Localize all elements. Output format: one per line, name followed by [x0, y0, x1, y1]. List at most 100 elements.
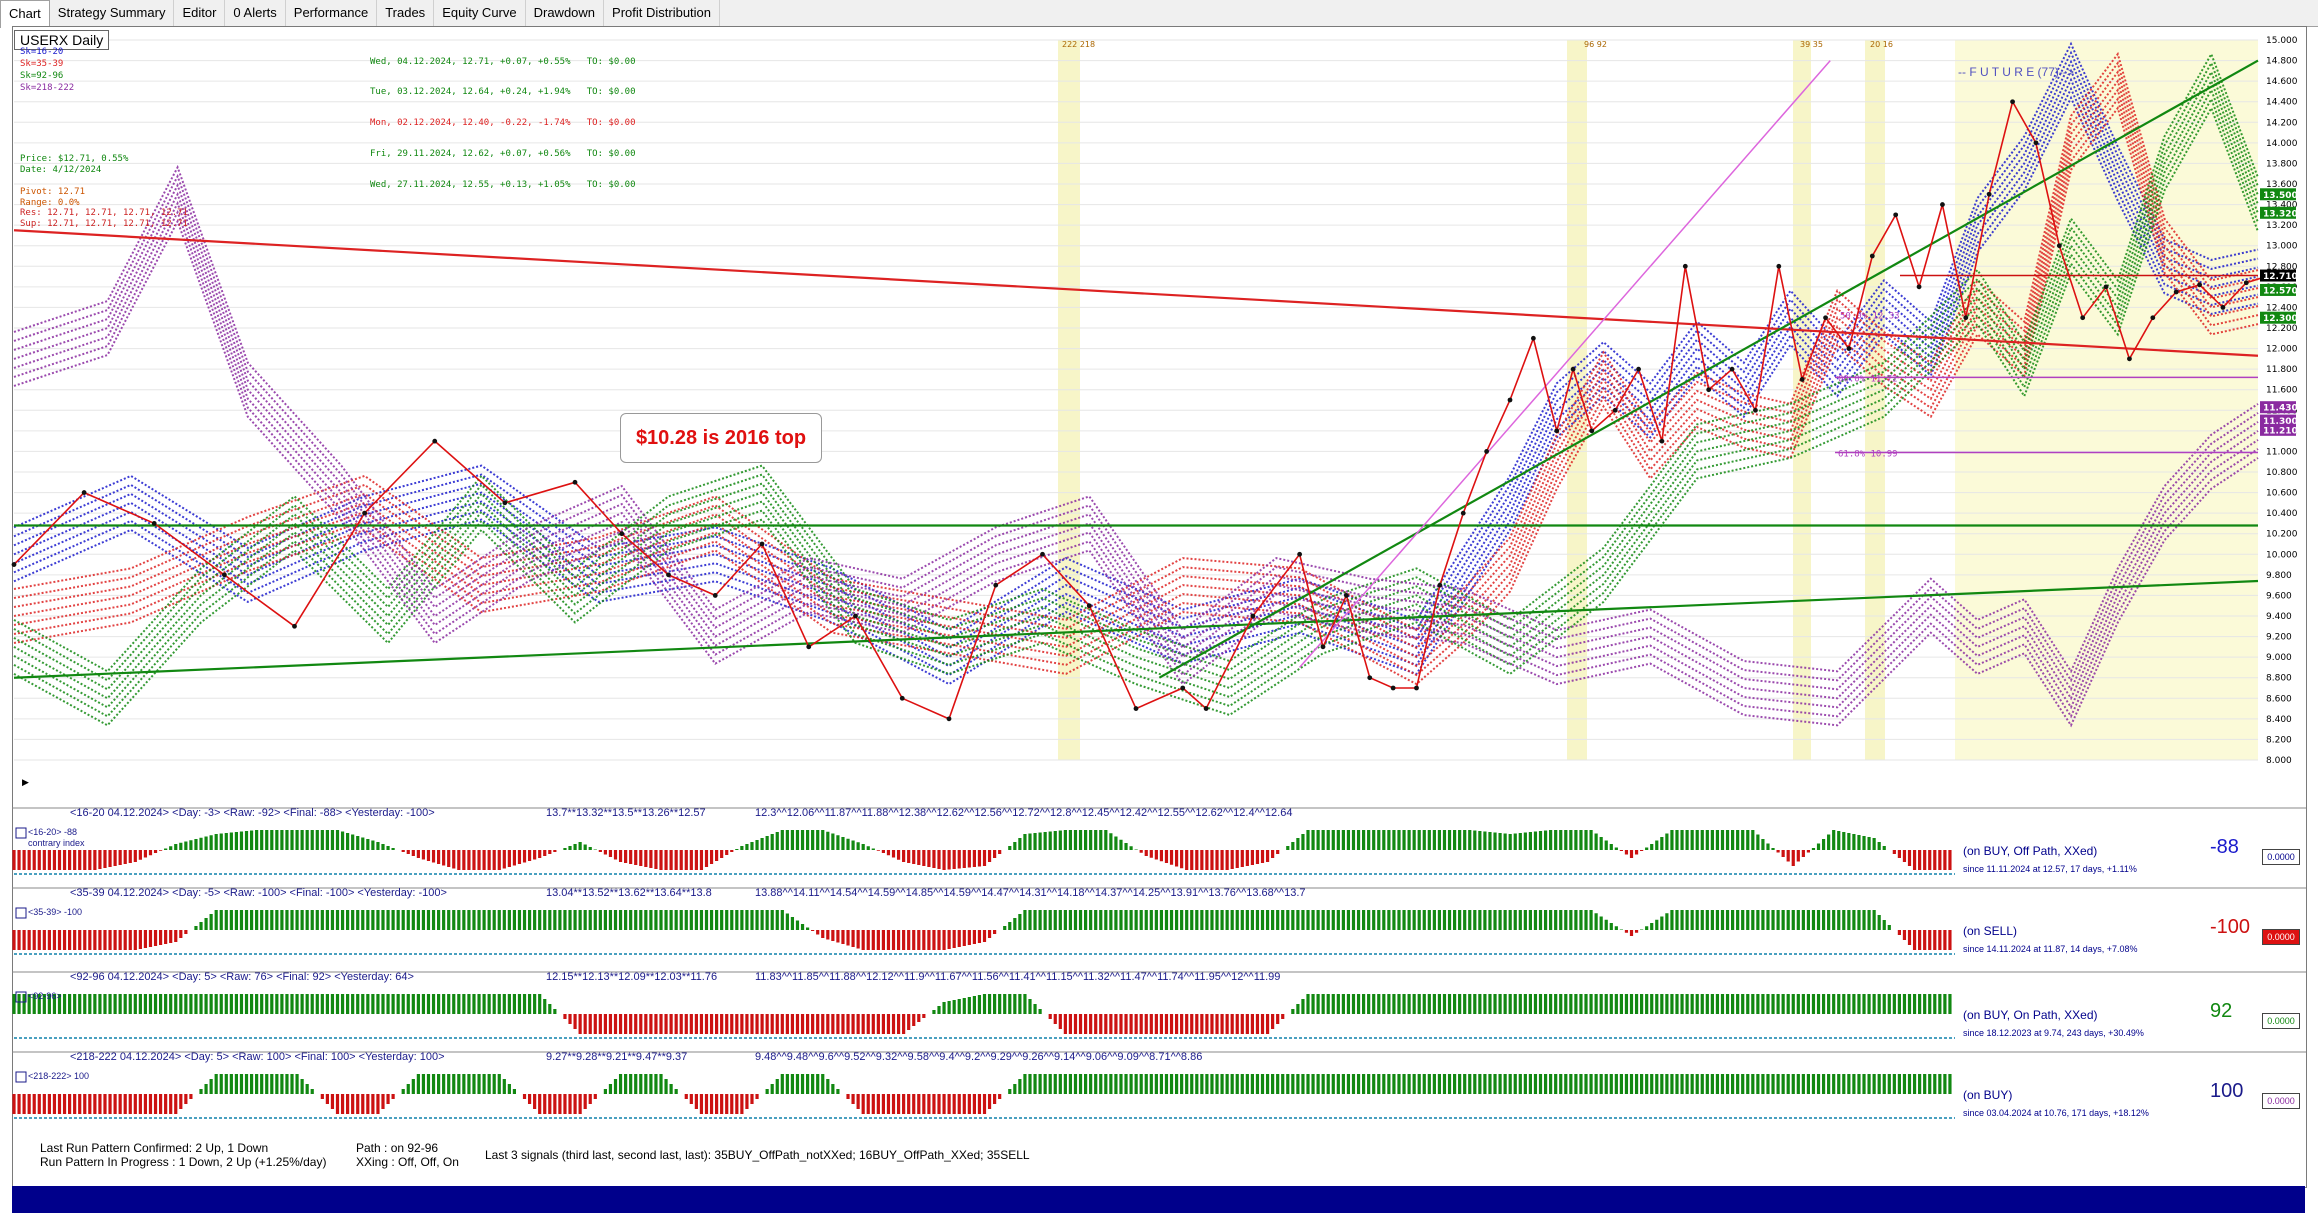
pivot-value: Pivot: 12.71: [20, 187, 86, 197]
y-tick-label: 10.600: [2266, 489, 2298, 499]
price-point: [1437, 582, 1443, 588]
price-point: [993, 582, 999, 588]
price-point: [432, 438, 438, 444]
legend-item-218-222: Sk=218-222: [20, 83, 75, 93]
price-point: [2197, 282, 2202, 288]
panel-sequence-1: 9.27**9.28**9.21**9.47**9.37: [546, 1051, 688, 1063]
y-tick-label: 13.200: [2266, 221, 2298, 231]
y-tick-label: 8.600: [2266, 694, 2292, 704]
y-tick-label: 9.800: [2266, 571, 2292, 581]
price-point: [292, 623, 297, 629]
price-point: [151, 521, 157, 526]
highlight-column: [1865, 40, 1885, 760]
signal-status: (on BUY): [1963, 1088, 2013, 1102]
price-point: [1589, 428, 1595, 434]
tab-performance[interactable]: Performance: [286, 0, 378, 26]
price-point: [1460, 510, 1466, 516]
panel-toggle: [15, 827, 27, 839]
price-point: [666, 572, 671, 578]
signal-score: -88: [2210, 836, 2239, 858]
y-tick-label: 10.800: [2266, 468, 2298, 478]
fib-label: 50.0% 12.33: [1840, 312, 1900, 322]
y-tick-label: 11.600: [2266, 386, 2298, 396]
path-info: Path : on 92-96: [356, 1141, 439, 1155]
y-tick-label: 13.000: [2266, 242, 2298, 252]
y-tick-label: 8.800: [2266, 674, 2292, 684]
band-line-Sk=218-222: [13, 164, 2259, 674]
y-tick-label: 11.000: [2266, 447, 2298, 457]
highlight-column: [1793, 40, 1811, 760]
panel-label: <16-20> -88: [28, 827, 78, 837]
y-tick-label: 12.200: [2266, 324, 2298, 334]
y-tick-label: 11.800: [2266, 365, 2298, 375]
price-point: [1484, 449, 1490, 454]
tab-equity-curve[interactable]: Equity Curve: [434, 0, 526, 26]
panel-toggle: [15, 907, 27, 919]
price-point: [1682, 263, 1688, 269]
signal-status: (on SELL): [1963, 924, 2018, 938]
right-value-label: 13.500: [2263, 191, 2298, 201]
quote-row: Fri, 29.11.2024, 12.62, +0.07, +0.56% TO…: [370, 149, 636, 160]
right-value-label: 13.320: [2263, 209, 2298, 219]
tab-alerts[interactable]: 0 Alerts: [225, 0, 286, 26]
price-point: [1040, 551, 1045, 557]
price-point: [1320, 644, 1326, 650]
support-values: Sup: 12.71, 12.71, 12.71, 12.71: [20, 218, 188, 229]
band-line-Sk=16-20: [13, 77, 2259, 668]
band-line-Sk=92-96: [13, 78, 2259, 700]
price-point: [1507, 397, 1513, 403]
band-line-Sk=35-39: [13, 60, 2259, 641]
y-tick-label: 12.400: [2266, 303, 2298, 313]
resistance-values: Res: 12.71, 12.71, 12.71, 12.71: [20, 208, 188, 218]
price-point: [946, 716, 952, 722]
price-point: [1776, 263, 1782, 269]
band-line-Sk=35-39: [13, 87, 2259, 668]
panel-sequence-2: 13.88^^14.11^^14.54^^14.59^^14.85^^14.59…: [755, 887, 1306, 899]
tab-chart[interactable]: Chart: [0, 0, 50, 28]
legend-item-16-20: Sk=16-20: [20, 47, 64, 57]
panel-toggle: [15, 991, 27, 1003]
tab-drawdown[interactable]: Drawdown: [526, 0, 605, 26]
run-pattern-progress: Run Pattern In Progress : 1 Down, 2 Up (…: [40, 1155, 327, 1169]
price-point: [1823, 315, 1828, 321]
price-point: [1659, 438, 1665, 444]
price-point: [1297, 551, 1303, 557]
price-point: [899, 695, 905, 701]
price-point: [572, 479, 578, 485]
top-marker: 39 35: [1800, 40, 1823, 49]
play-icon: ▶: [22, 777, 29, 787]
price-info: Price: $12.71, 0.55% Date: 4/12/2024 Piv…: [20, 154, 188, 229]
signal-status: (on BUY, On Path, XXed): [1963, 1008, 2098, 1022]
top-marker: 20 16: [1870, 40, 1893, 49]
right-value-box: [2260, 269, 2296, 282]
price-point: [2127, 356, 2132, 362]
y-tick-label: 13.600: [2266, 180, 2298, 190]
price-point: [1570, 366, 1576, 372]
tab-trades[interactable]: Trades: [377, 0, 435, 26]
band-line-Sk=92-96: [13, 51, 2259, 673]
price-point: [2150, 315, 2156, 321]
callout-2016-top: $10.28 is 2016 top: [620, 413, 822, 463]
price-point: [2243, 280, 2249, 286]
top-marker: 222 218: [1062, 40, 1095, 49]
y-tick-label: 14.000: [2266, 139, 2298, 149]
price-point: [2033, 140, 2039, 146]
band-line-Sk=218-222: [13, 200, 2259, 710]
price-point: [1180, 685, 1186, 691]
panel-sequence-2: 9.48^^9.48^^9.6^^9.52^^9.32^^9.58^^9.4^^…: [755, 1051, 1203, 1063]
right-value-label: 11.430: [2263, 404, 2298, 414]
price-point: [1414, 685, 1419, 691]
panel-header: <92-96 04.12.2024> <Day: 5> <Raw: 76> <F…: [70, 971, 414, 983]
price-point: [1940, 202, 1945, 207]
tab-editor[interactable]: Editor: [174, 0, 226, 26]
tab-strategy-summary[interactable]: Strategy Summary: [50, 0, 175, 26]
panel-header: <16-20 04.12.2024> <Day: -3> <Raw: -92> …: [70, 807, 435, 819]
signal-value-box: 0.0000: [2262, 849, 2300, 865]
band-line-Sk=92-96: [13, 96, 2259, 718]
price-point: [1530, 335, 1536, 341]
y-tick-label: 9.400: [2266, 612, 2292, 622]
tab-profit-distribution[interactable]: Profit Distribution: [604, 0, 721, 26]
price-point: [2103, 284, 2109, 290]
signal-score: 92: [2210, 1000, 2233, 1022]
